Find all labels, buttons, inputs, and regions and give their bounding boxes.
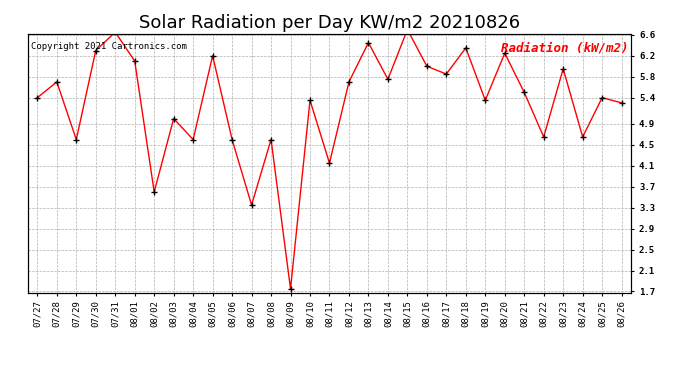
Text: Radiation (kW/m2): Radiation (kW/m2) bbox=[501, 42, 629, 54]
Text: Copyright 2021 Cartronics.com: Copyright 2021 Cartronics.com bbox=[30, 42, 186, 51]
Title: Solar Radiation per Day KW/m2 20210826: Solar Radiation per Day KW/m2 20210826 bbox=[139, 14, 520, 32]
